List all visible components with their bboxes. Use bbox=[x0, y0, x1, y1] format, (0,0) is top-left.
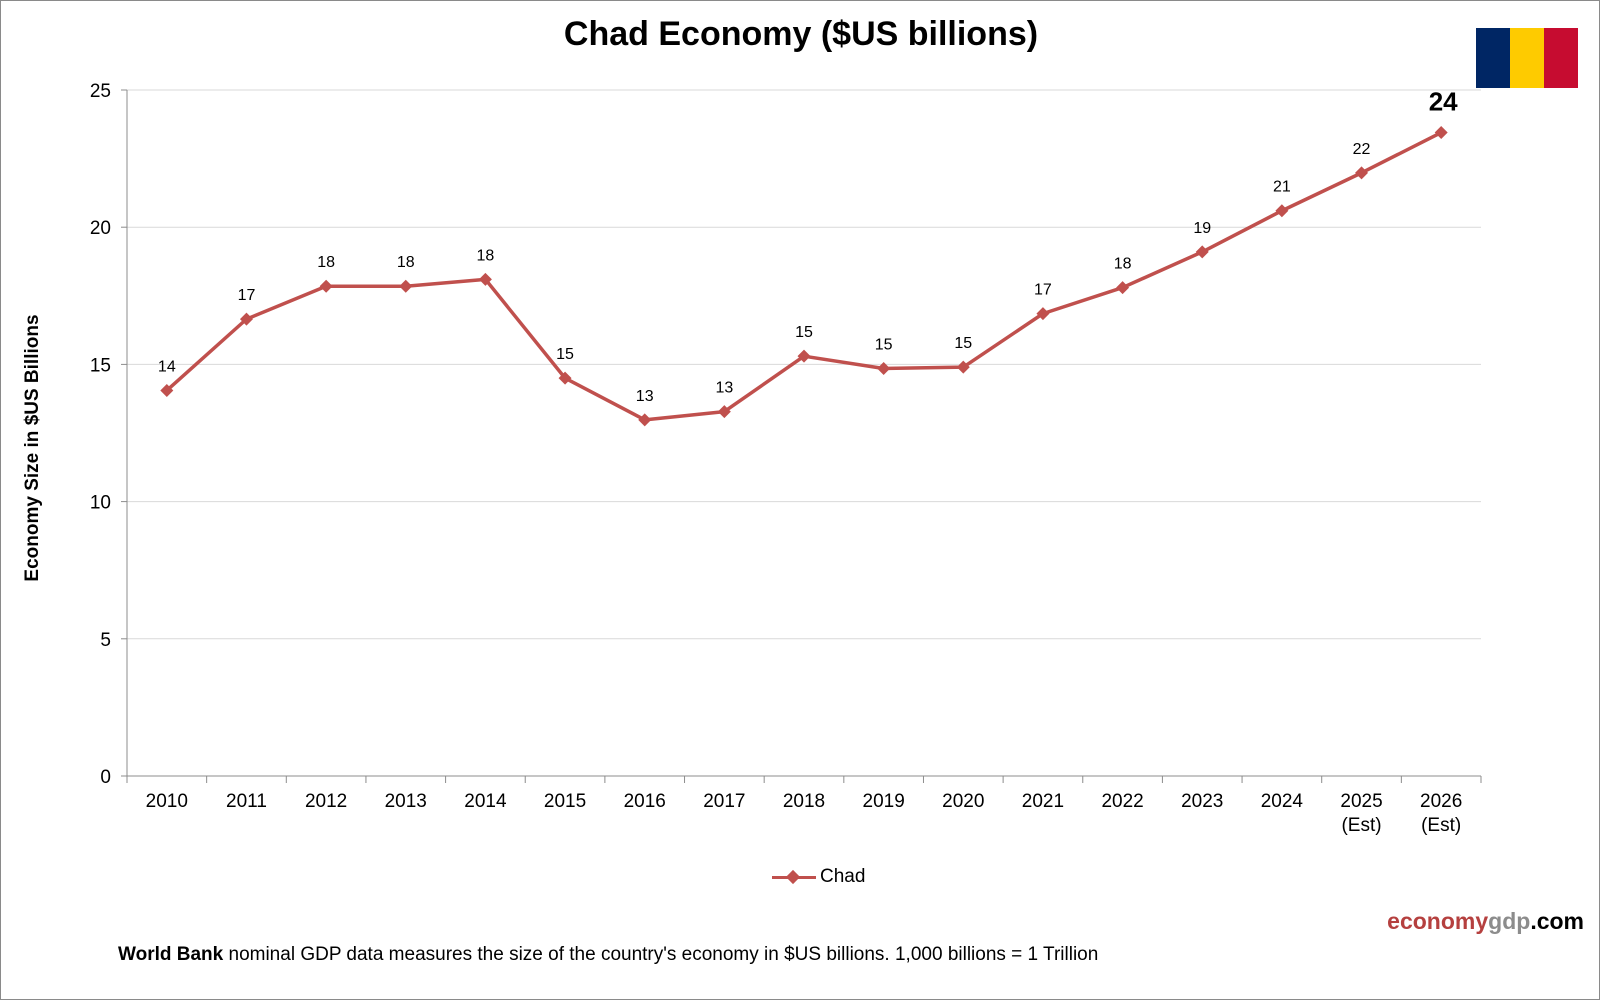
brand-part-economy: economy bbox=[1387, 908, 1489, 934]
data-point bbox=[160, 383, 174, 397]
x-tick-label: 2019 bbox=[863, 791, 905, 812]
data-point bbox=[478, 272, 492, 286]
footnote-source: World Bank bbox=[118, 944, 224, 965]
data-point bbox=[877, 362, 891, 376]
x-tick-label: 2023 bbox=[1181, 791, 1223, 812]
x-tick-label: (Est) bbox=[1341, 815, 1381, 836]
data-point bbox=[558, 371, 572, 385]
brand-part-com: .com bbox=[1530, 908, 1584, 934]
x-tick-label: 2020 bbox=[942, 791, 984, 812]
flag-stripe-red bbox=[1544, 28, 1578, 88]
data-label: 13 bbox=[715, 380, 733, 397]
x-tick-label: 2013 bbox=[385, 791, 427, 812]
legend: Chad bbox=[772, 866, 865, 888]
x-tick-label: 2022 bbox=[1101, 791, 1143, 812]
data-label: 14 bbox=[158, 358, 176, 375]
data-label: 15 bbox=[954, 335, 972, 352]
series-line-chad bbox=[165, 130, 1442, 422]
x-tick-label: 2026 bbox=[1420, 791, 1462, 812]
data-point bbox=[956, 360, 970, 374]
data-label: 19 bbox=[1193, 220, 1211, 237]
data-point bbox=[717, 405, 731, 419]
data-point bbox=[399, 279, 413, 293]
data-point bbox=[638, 413, 652, 427]
y-tick-label: 15 bbox=[90, 355, 111, 376]
y-tick-label: 0 bbox=[100, 767, 111, 788]
footnote: World Bank nominal GDP data measures the… bbox=[118, 944, 1098, 966]
legend-label-chad: Chad bbox=[820, 866, 866, 887]
data-label: 15 bbox=[556, 346, 574, 363]
y-tick-label: 5 bbox=[100, 630, 111, 651]
data-label: 18 bbox=[397, 254, 415, 271]
x-tick-label: 2011 bbox=[226, 791, 267, 812]
chad-flag bbox=[1476, 28, 1578, 88]
chart-title: Chad Economy ($US billions) bbox=[563, 15, 1039, 53]
data-label: 24 bbox=[1429, 87, 1458, 117]
data-label: 18 bbox=[477, 247, 495, 264]
x-tick-label: (Est) bbox=[1421, 815, 1461, 836]
x-tick-label: 2017 bbox=[703, 791, 745, 812]
legend-swatch-chad bbox=[772, 867, 816, 887]
data-label: 15 bbox=[875, 337, 893, 354]
data-point bbox=[1036, 307, 1050, 321]
x-tick-label: 2024 bbox=[1261, 791, 1304, 812]
data-point bbox=[319, 279, 333, 293]
x-tick-label: 2021 bbox=[1022, 791, 1064, 812]
flag-stripe-blue bbox=[1476, 28, 1510, 88]
data-point bbox=[1434, 126, 1448, 140]
x-tick-label: 2025 bbox=[1340, 791, 1382, 812]
data-label: 17 bbox=[1034, 282, 1052, 299]
y-tick-label: 25 bbox=[90, 81, 111, 102]
data-point bbox=[1355, 166, 1369, 180]
data-point bbox=[1275, 204, 1289, 218]
data-point bbox=[797, 349, 811, 363]
brand-part-gdp: gdp bbox=[1488, 908, 1531, 934]
y-tick-label: 10 bbox=[90, 493, 111, 514]
data-label: 22 bbox=[1353, 141, 1371, 158]
footnote-text: nominal GDP data measures the size of th… bbox=[223, 944, 1099, 965]
x-tick-label: 2016 bbox=[624, 791, 666, 812]
data-label: 18 bbox=[1114, 256, 1132, 273]
x-tick-label: 2010 bbox=[146, 791, 188, 812]
data-label: 13 bbox=[636, 388, 654, 405]
data-label: 18 bbox=[317, 254, 335, 271]
x-tick-label: 2018 bbox=[783, 791, 825, 812]
data-label: 17 bbox=[238, 287, 256, 304]
data-label: 21 bbox=[1273, 179, 1291, 196]
legend-marker bbox=[785, 869, 801, 885]
data-point bbox=[1116, 281, 1130, 295]
x-tick-label: 2012 bbox=[305, 791, 347, 812]
y-tick-label: 20 bbox=[90, 218, 111, 239]
brand-logo[interactable]: economygdp.com bbox=[1387, 908, 1584, 935]
x-tick-label: 2014 bbox=[464, 791, 507, 812]
data-point bbox=[239, 312, 253, 326]
x-tick-label: 2015 bbox=[544, 791, 586, 812]
data-point bbox=[1195, 245, 1209, 259]
data-label: 15 bbox=[795, 324, 813, 341]
flag-stripe-yellow bbox=[1510, 28, 1544, 88]
